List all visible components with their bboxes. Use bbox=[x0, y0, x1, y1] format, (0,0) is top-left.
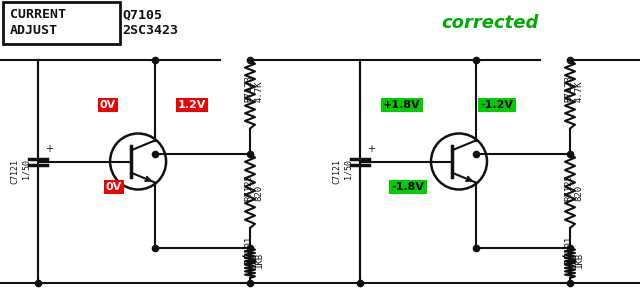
Text: CURRENT
ADJUST: CURRENT ADJUST bbox=[10, 9, 66, 38]
Text: Q7105
2SC3423: Q7105 2SC3423 bbox=[122, 9, 178, 38]
Text: -1.8V: -1.8V bbox=[392, 182, 424, 192]
Text: C7121
1/50: C7121 1/50 bbox=[333, 159, 352, 184]
Text: VR7101
1KB: VR7101 1KB bbox=[244, 236, 264, 268]
Text: +: + bbox=[45, 143, 53, 153]
Text: 0V: 0V bbox=[106, 182, 122, 192]
Text: VR7101
1KB: VR7101 1KB bbox=[564, 236, 584, 268]
Text: +: + bbox=[367, 143, 375, 153]
Text: +1.8V: +1.8V bbox=[383, 100, 421, 110]
Text: -1.2V: -1.2V bbox=[481, 100, 513, 110]
Text: C7121
1/50: C7121 1/50 bbox=[11, 159, 30, 184]
FancyBboxPatch shape bbox=[3, 2, 120, 44]
Text: R7125
820: R7125 820 bbox=[564, 174, 584, 201]
Text: R7123
4.7K: R7123 4.7K bbox=[244, 75, 264, 102]
Text: R7123
4.7K: R7123 4.7K bbox=[564, 75, 584, 102]
Text: R7125
820: R7125 820 bbox=[244, 174, 264, 201]
Text: corrected: corrected bbox=[442, 14, 539, 32]
Text: 1.2V: 1.2V bbox=[178, 100, 206, 110]
Text: 0V: 0V bbox=[100, 100, 116, 110]
